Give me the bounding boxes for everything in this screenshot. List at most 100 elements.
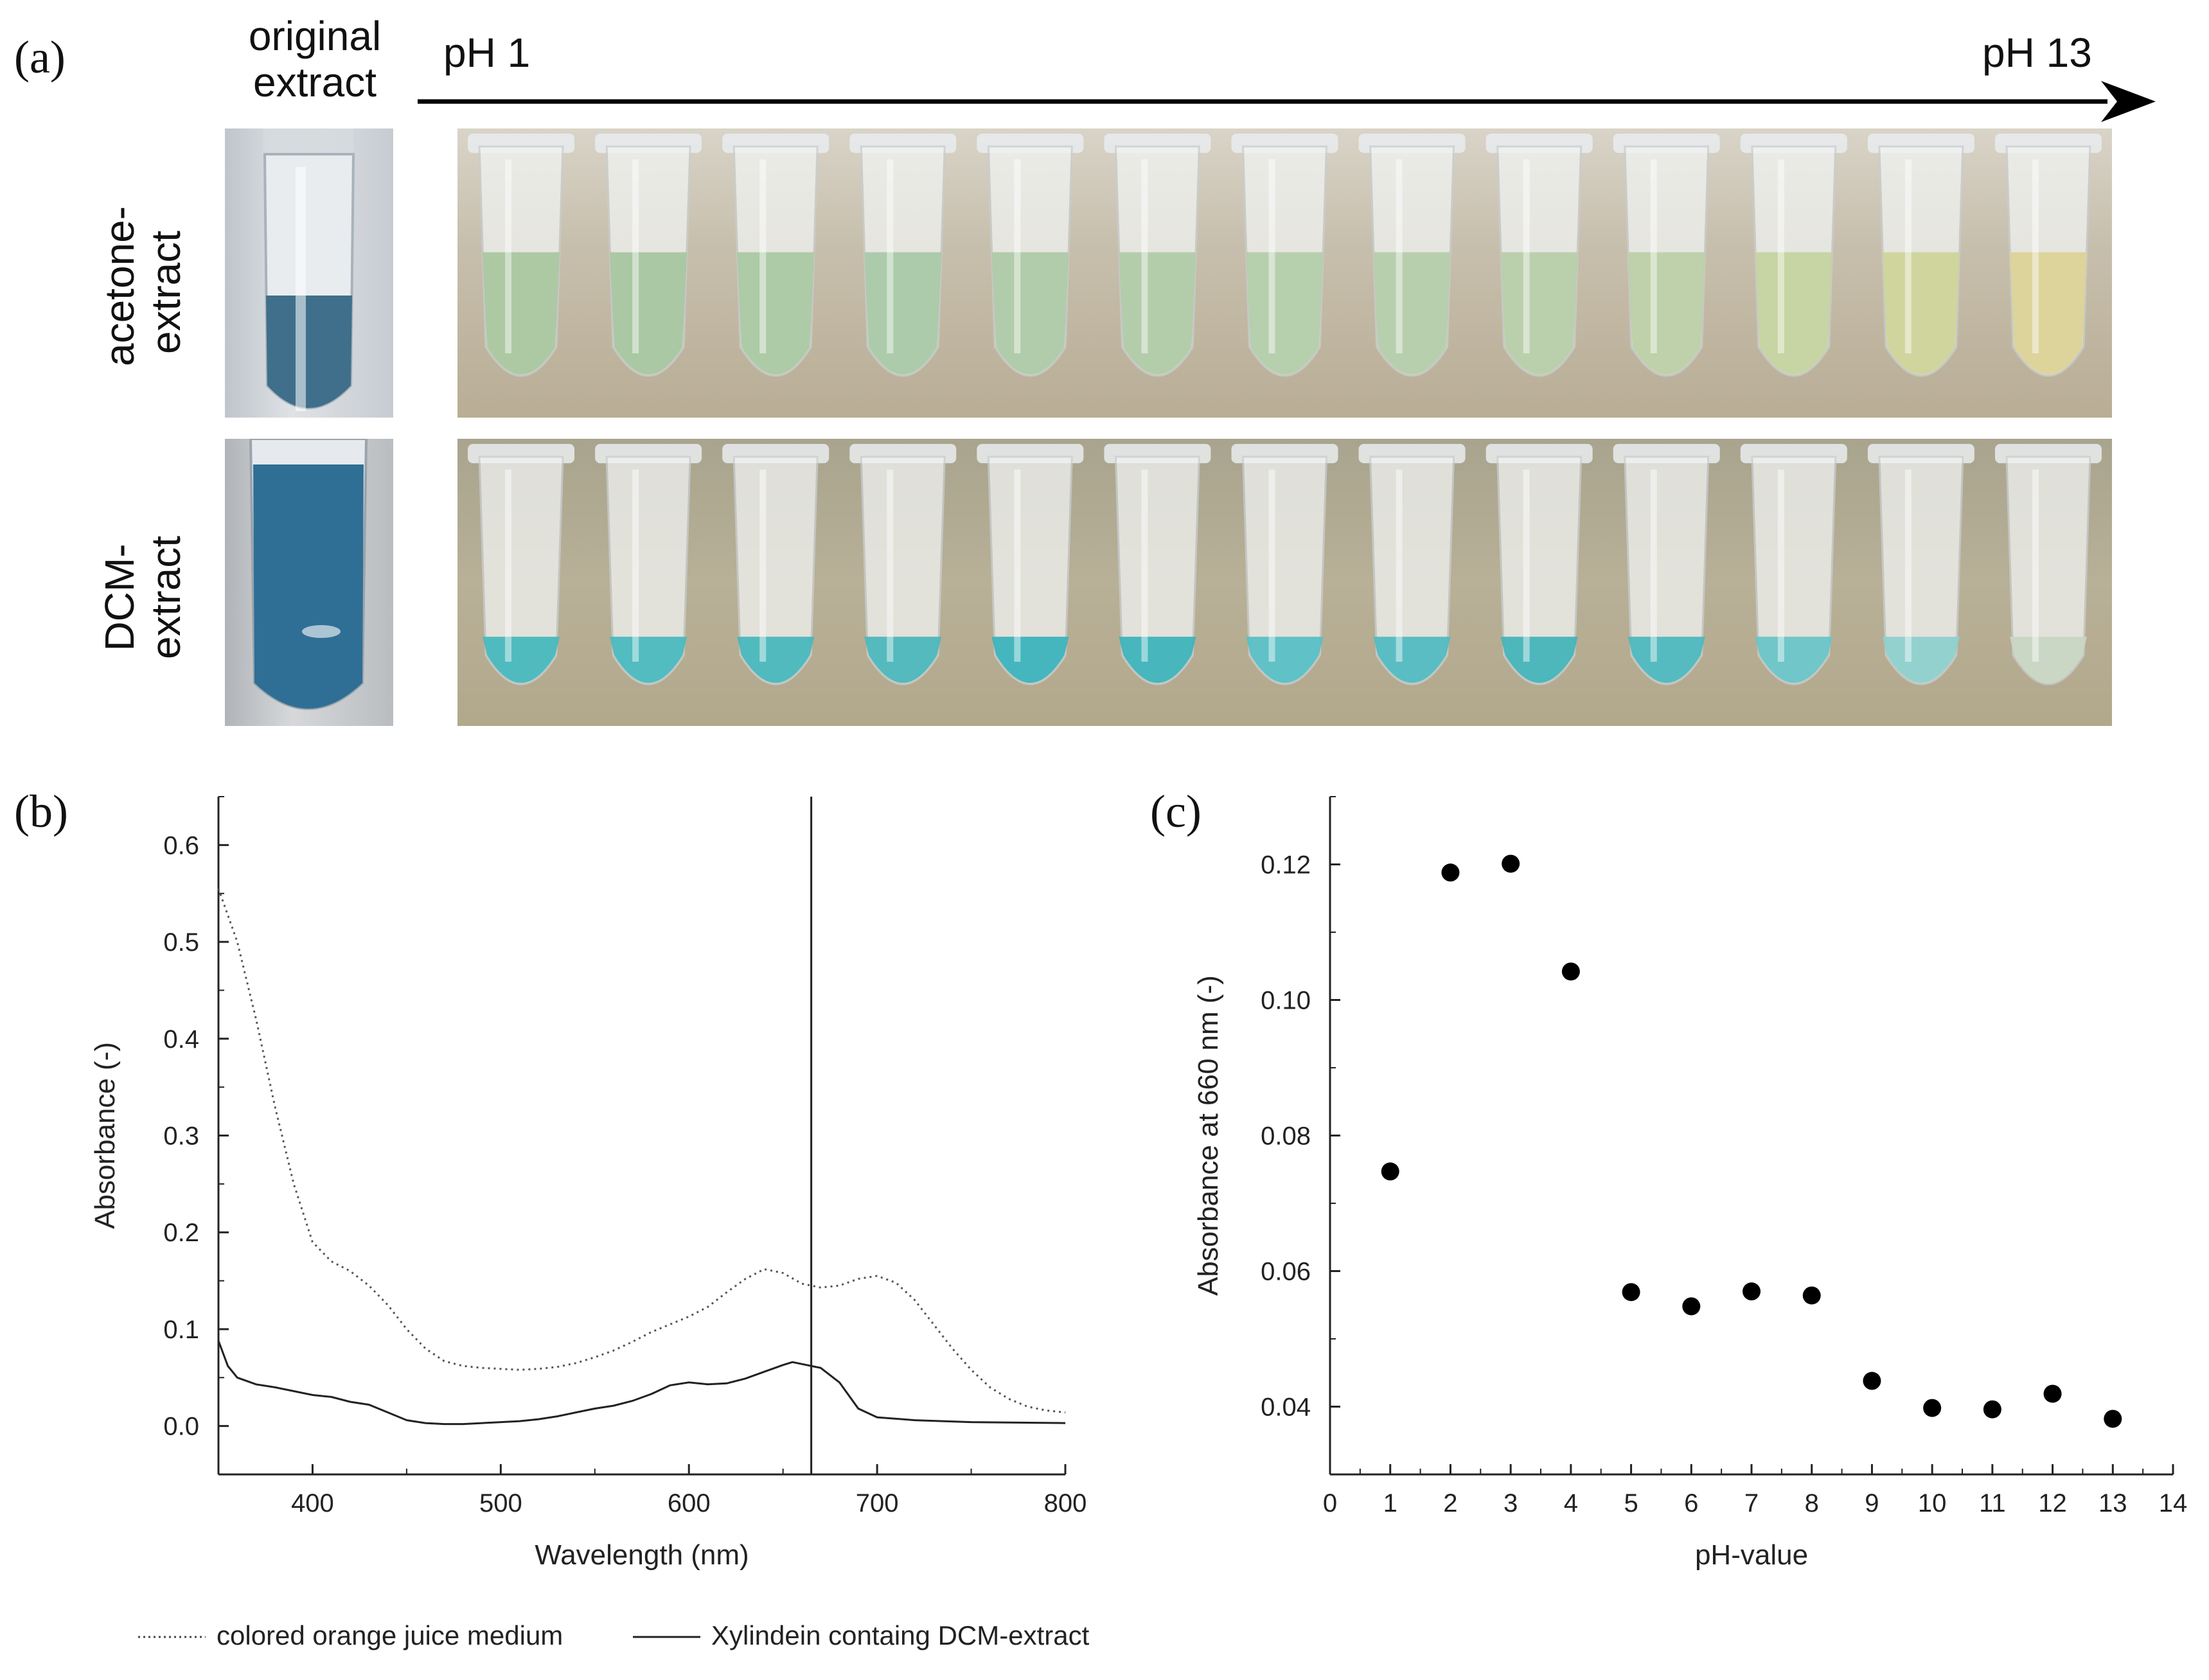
b-xtick-label: 500 — [479, 1489, 522, 1517]
c-data-point — [2043, 1384, 2062, 1403]
acetone-tube-liquid — [991, 252, 1069, 375]
dcm-tube-body — [605, 455, 691, 685]
b-series-dcm-extract — [217, 1340, 1066, 1426]
c-data-point — [1502, 854, 1520, 873]
dcm-tube-highlight — [1141, 470, 1148, 662]
dcm-tube-3 — [722, 444, 829, 685]
acetone-tube-liquid — [610, 252, 688, 375]
dcm-tube-liquid — [991, 637, 1069, 683]
dcm-tube-body — [2005, 455, 2091, 685]
dcm-tube-highlight — [887, 470, 894, 662]
dcm-tube-highlight — [1268, 470, 1275, 662]
c-data-point — [1622, 1283, 1640, 1302]
dcm-tube-body — [987, 455, 1073, 685]
dcm-tube-highlight — [1396, 470, 1403, 662]
acetone-tube-10 — [1613, 134, 1720, 377]
legend-dotted-line — [138, 1636, 206, 1638]
photo-original-dcm — [225, 439, 393, 726]
dcm-tube-highlight — [1014, 470, 1021, 662]
original-dcm-liquid — [253, 464, 364, 709]
dcm-tube-body — [1496, 455, 1583, 685]
dcm-tube-body — [1878, 455, 1964, 685]
b-xtick-label: 800 — [1044, 1489, 1087, 1517]
acetone-tube-liquid — [1119, 252, 1196, 375]
c-data-point — [1381, 1162, 1399, 1181]
acetone-tube-highlight — [1268, 159, 1275, 353]
spectra-chart: 0.0 0.1 0.2 0.3 0.4 0.5 0.6 400 500 600 700 800 Wave… — [89, 796, 1087, 1571]
acetone-tube-liquid — [1628, 252, 1705, 375]
dcm-tube-liquid — [1628, 637, 1705, 683]
dcm-tube-liquid — [483, 637, 560, 683]
b-xtick-label: 600 — [668, 1489, 711, 1517]
c-xtick-label: 9 — [1865, 1489, 1879, 1517]
ph-end-label: pH 13 — [1982, 30, 2092, 76]
dcm-tube-body — [732, 455, 819, 685]
acetone-tube-liquid — [864, 252, 942, 375]
c-data-point — [1983, 1400, 2001, 1419]
dcm-tube-body — [1751, 455, 1837, 685]
dcm-tube-body — [860, 455, 946, 685]
c-ylabel: Absorbance at 660 nm (-) — [1193, 975, 1224, 1296]
acetone-tubes — [468, 134, 2102, 377]
row-label-dcm: DCM- extract — [96, 524, 193, 671]
photo-dcm-ph-series — [457, 439, 2112, 726]
dcm-tube-2 — [595, 444, 702, 685]
panel-c-letter: (c) — [1150, 786, 1202, 837]
dcm-tube-8 — [1358, 444, 1466, 685]
dcm-tube-12 — [1867, 444, 1974, 685]
c-ytick-label: 0.12 — [1261, 851, 1311, 880]
dcm-tube-10 — [1613, 444, 1720, 685]
dcm-tube-highlight — [1777, 470, 1784, 662]
row1-line2: extract — [143, 230, 189, 355]
original-header-line2: extract — [253, 59, 377, 105]
c-data-point — [1682, 1297, 1701, 1316]
acetone-tube-highlight — [1523, 159, 1530, 353]
acetone-tube-highlight — [1396, 159, 1403, 353]
acetone-tube-11 — [1740, 134, 1847, 377]
dcm-tube-body — [1241, 455, 1328, 685]
acetone-tube-highlight — [1777, 159, 1784, 353]
dcm-tube-1 — [468, 444, 575, 685]
c-data-point — [2104, 1410, 2122, 1428]
original-header-line1: original — [248, 13, 382, 59]
ph-arrow — [418, 81, 2156, 122]
acetone-tube-9 — [1486, 134, 1593, 377]
acetone-tube-highlight — [1904, 159, 1912, 353]
legend-solid-line — [633, 1636, 700, 1638]
c-data-point — [1743, 1282, 1761, 1301]
c-xtick-label: 10 — [1918, 1489, 1947, 1517]
acetone-tube-12 — [1867, 134, 1974, 377]
dcm-tube-liquid — [1882, 637, 1960, 683]
dcm-tube-highlight — [632, 470, 639, 662]
dcm-tube-liquid — [864, 637, 942, 683]
acetone-tube-6 — [1104, 134, 1211, 377]
c-xtick-label: 1 — [1383, 1489, 1397, 1517]
row2-line1: DCM- — [96, 544, 143, 651]
dcm-tube-highlight — [1650, 470, 1657, 662]
b-xtick-label: 700 — [856, 1489, 899, 1517]
c-xtick-label: 13 — [2098, 1489, 2127, 1517]
panel-b-letter: (b) — [14, 786, 68, 837]
c-xtick-label: 0 — [1323, 1489, 1337, 1517]
row1-line1: acetone- — [96, 206, 143, 366]
c-data-point — [1561, 962, 1580, 981]
panel-a-letter: (a) — [14, 31, 66, 83]
c-xtick-label: 3 — [1504, 1489, 1518, 1517]
acetone-tube-highlight — [759, 159, 767, 353]
dcm-tube-body — [478, 455, 564, 685]
dcm-tube-13 — [1994, 444, 2102, 685]
acetone-tube-highlight — [1014, 159, 1021, 353]
c-data-point — [1923, 1399, 1942, 1417]
b-xtick-label: 400 — [291, 1489, 334, 1517]
acetone-tube-liquid — [1373, 252, 1451, 375]
acetone-tube-2 — [595, 134, 702, 377]
c-ytick-label: 0.10 — [1261, 987, 1311, 1015]
dcm-tube-liquid — [2009, 637, 2087, 683]
row-label-acetone: acetone- extract — [96, 206, 193, 366]
c-xtick-label: 4 — [1564, 1489, 1578, 1517]
dcm-tube-6 — [1104, 444, 1211, 685]
ph-absorbance-chart: 0.040.060.080.100.120 1 2 3 4 5 6 7 8 9 10 11 12 13 14… — [1193, 796, 2187, 1571]
dcm-tube-liquid — [1755, 637, 1832, 683]
dcm-tube-highlight — [505, 470, 512, 662]
acetone-tube-4 — [849, 134, 957, 377]
